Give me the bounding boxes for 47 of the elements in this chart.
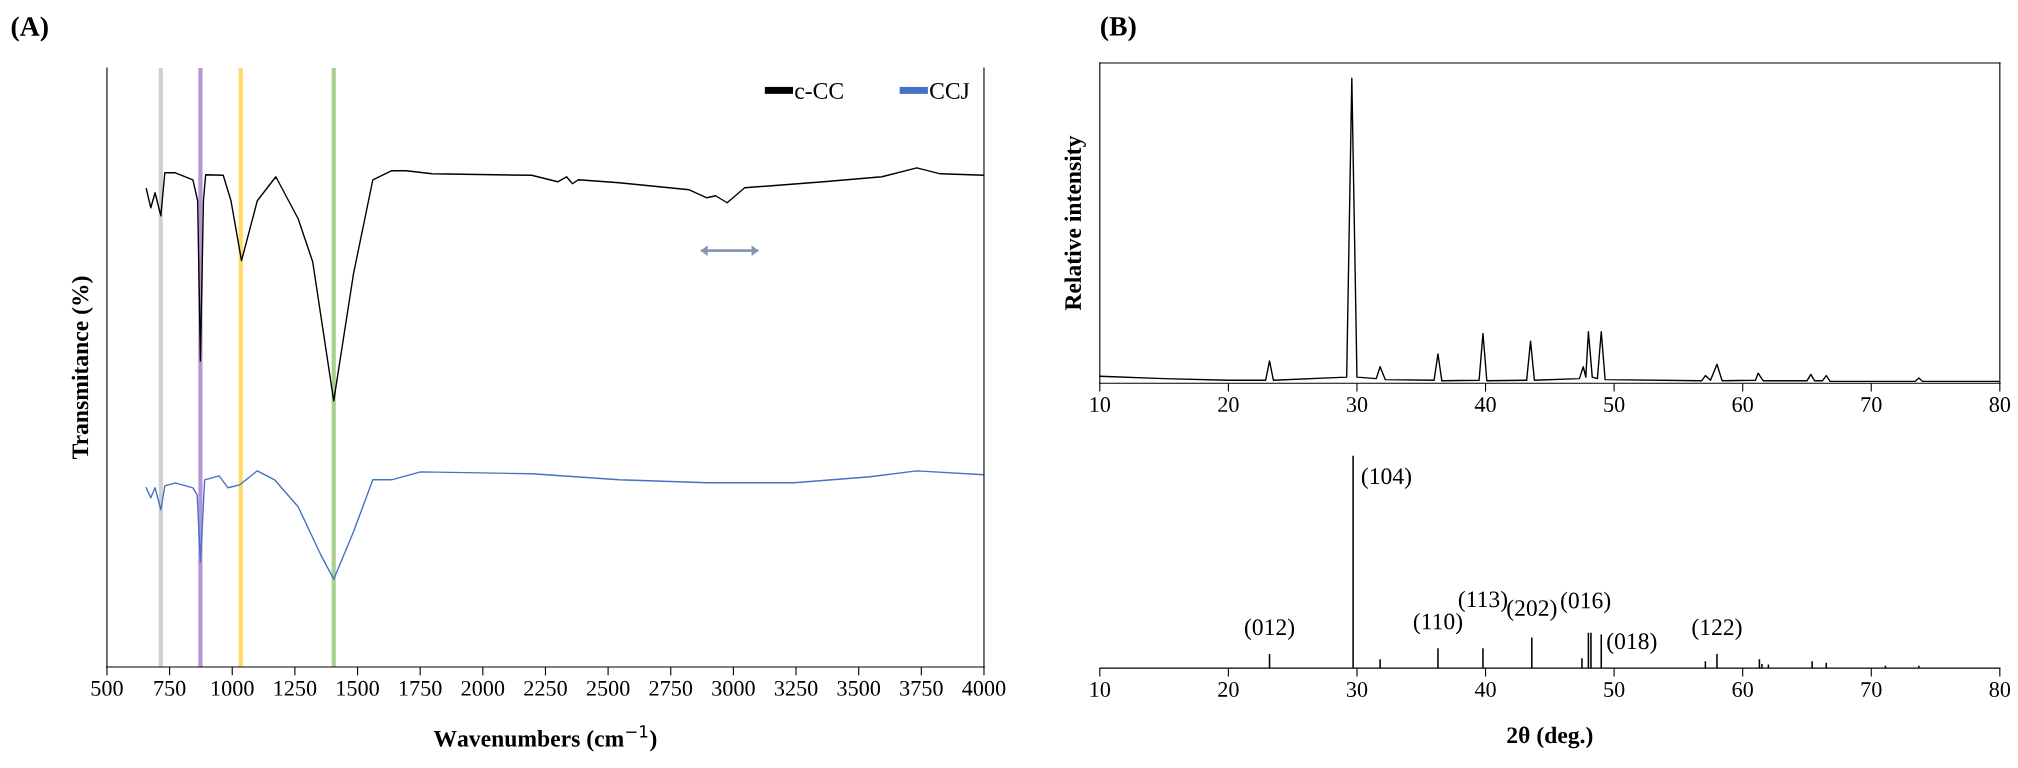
x-tick-label: 2750 <box>649 680 693 696</box>
x-tick-label: 3250 <box>774 680 818 696</box>
x-tick-label: 20 <box>1218 682 1239 697</box>
x-tick-label: 70 <box>1861 682 1882 697</box>
x-tick-label: 80 <box>1989 397 2011 413</box>
annotation: (202) <box>1507 599 1557 621</box>
annotation: (110) <box>1413 612 1463 635</box>
x-tick-label: 10 <box>1090 397 1111 413</box>
annotation: (012) <box>1245 618 1295 641</box>
x-tick-label: 50 <box>1604 397 1625 413</box>
x-tick-label: 2000 <box>461 680 505 696</box>
x-axis-title: 2θ (deg.) <box>1507 726 1593 749</box>
chart-title: (A) <box>11 16 48 42</box>
x-tick-label: 20 <box>1218 397 1239 413</box>
x-tick-label: 3750 <box>900 680 943 696</box>
x-tick-label: 30 <box>1346 397 1368 413</box>
x-tick-label: 80 <box>1989 682 2011 697</box>
x-tick-label: 1750 <box>399 680 442 696</box>
x-tick-label: 3500 <box>837 680 881 696</box>
x-tick-label: 60 <box>1732 397 1753 413</box>
annotation: (113) <box>1458 590 1508 613</box>
x-tick-label: 40 <box>1474 682 1496 697</box>
legend-label: CCJ <box>930 83 970 99</box>
x-tick-label: 1250 <box>274 680 317 696</box>
x-tick-label: 60 <box>1732 682 1753 697</box>
x-tick-label: 40 <box>1474 397 1496 413</box>
chart-title: (B) <box>1101 16 1136 42</box>
x-tick-label: 1000 <box>211 680 254 696</box>
x-tick-label: 2500 <box>586 680 630 696</box>
x-tick-label: 30 <box>1346 682 1368 697</box>
x-tick-label: 750 <box>154 680 186 696</box>
legend-label: c-CC <box>795 83 843 99</box>
annotation: (104) <box>1361 467 1411 489</box>
x-tick-label: 10 <box>1090 682 1111 697</box>
x-tick-label: 500 <box>91 680 123 696</box>
x-axis-title: Wavenumbers (cm$^{−1}$) <box>433 725 657 752</box>
y-axis-title: Transmitance (%) <box>71 276 94 460</box>
annotation: (018) <box>1607 632 1657 655</box>
x-tick-label: 70 <box>1861 397 1882 413</box>
annotation: (122) <box>1692 618 1742 641</box>
x-tick-label: 3000 <box>712 680 755 696</box>
x-tick-label: 4000 <box>962 680 1006 696</box>
y-axis-title: Relative intensity <box>1064 135 1086 311</box>
x-tick-label: 1500 <box>337 680 379 696</box>
x-tick-label: 50 <box>1604 682 1625 697</box>
annotation: (016) <box>1561 591 1611 614</box>
x-tick-label: 2250 <box>524 680 567 696</box>
